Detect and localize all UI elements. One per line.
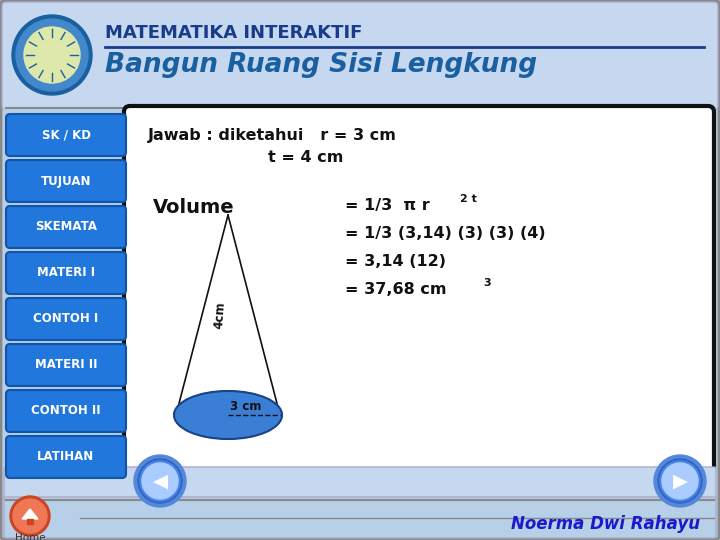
Text: = 1/3  π r: = 1/3 π r [345, 198, 430, 213]
FancyBboxPatch shape [4, 497, 716, 538]
Text: = 1/3 (3,14) (3) (3) (4): = 1/3 (3,14) (3) (3) (4) [345, 226, 546, 241]
Text: MATERI I: MATERI I [37, 267, 95, 280]
Text: Volume: Volume [153, 198, 235, 217]
Ellipse shape [174, 391, 282, 439]
Circle shape [142, 463, 178, 499]
Circle shape [24, 27, 80, 83]
Text: 2 t: 2 t [460, 194, 477, 204]
Circle shape [662, 463, 698, 499]
Text: = 37,68 cm: = 37,68 cm [345, 282, 446, 297]
Circle shape [140, 461, 180, 501]
Text: Noerma Dwi Rahayu: Noerma Dwi Rahayu [511, 515, 700, 533]
FancyBboxPatch shape [6, 206, 126, 248]
Circle shape [658, 459, 702, 503]
FancyBboxPatch shape [6, 252, 126, 294]
FancyBboxPatch shape [124, 106, 714, 473]
Circle shape [660, 461, 700, 501]
Text: SK / KD: SK / KD [42, 129, 91, 141]
Text: t = 4 cm: t = 4 cm [268, 150, 343, 165]
Circle shape [16, 19, 88, 91]
FancyBboxPatch shape [4, 108, 126, 500]
FancyBboxPatch shape [2, 2, 718, 110]
Text: TUJUAN: TUJUAN [41, 174, 91, 187]
Circle shape [134, 455, 186, 507]
Text: 3 cm: 3 cm [230, 400, 261, 413]
Polygon shape [27, 519, 33, 524]
Text: Home: Home [14, 533, 45, 540]
Circle shape [12, 15, 92, 95]
Text: CONTOH II: CONTOH II [31, 404, 101, 417]
Circle shape [13, 499, 47, 533]
Circle shape [654, 455, 706, 507]
FancyBboxPatch shape [4, 467, 716, 501]
Text: MATEMATIKA INTERAKTIF: MATEMATIKA INTERAKTIF [105, 24, 362, 42]
Text: SKEMATA: SKEMATA [35, 220, 97, 233]
Text: = 3,14 (12): = 3,14 (12) [345, 254, 446, 269]
Text: ▶: ▶ [672, 471, 688, 490]
Text: 4cm: 4cm [212, 301, 228, 329]
Text: 3: 3 [483, 278, 490, 288]
FancyBboxPatch shape [6, 160, 126, 202]
Text: Jawab : diketahui   r = 3 cm: Jawab : diketahui r = 3 cm [148, 128, 397, 143]
FancyBboxPatch shape [6, 436, 126, 478]
Circle shape [138, 459, 182, 503]
Text: ◀: ◀ [153, 471, 168, 490]
FancyBboxPatch shape [6, 344, 126, 386]
Polygon shape [22, 509, 38, 519]
FancyBboxPatch shape [6, 298, 126, 340]
Text: MATERI II: MATERI II [35, 359, 97, 372]
Text: CONTOH I: CONTOH I [33, 313, 99, 326]
Circle shape [10, 496, 50, 536]
FancyBboxPatch shape [6, 390, 126, 432]
Text: Bangun Ruang Sisi Lengkung: Bangun Ruang Sisi Lengkung [105, 52, 537, 78]
Text: LATIHAN: LATIHAN [37, 450, 94, 463]
FancyBboxPatch shape [6, 114, 126, 156]
